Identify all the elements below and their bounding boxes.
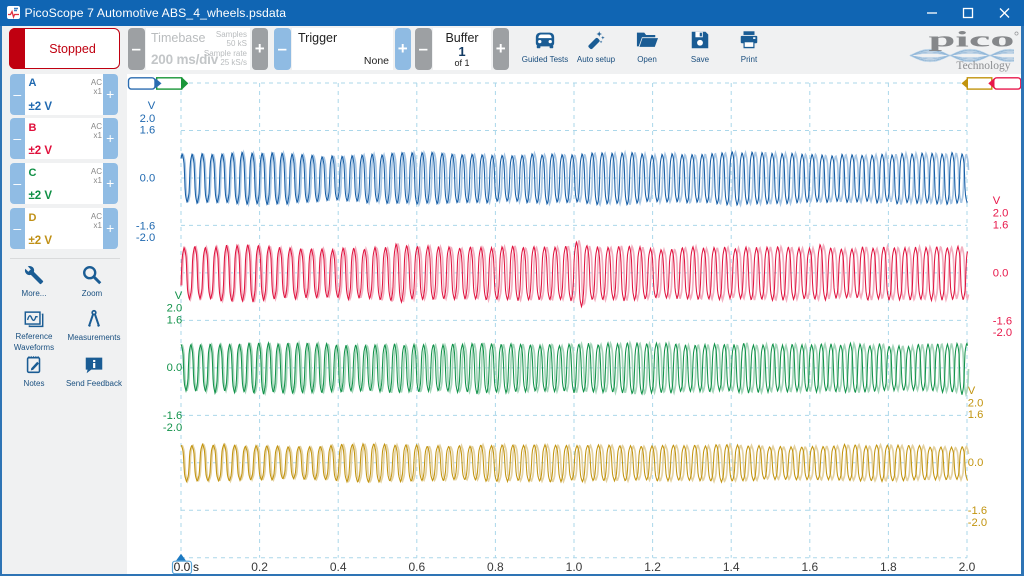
svg-text:Technology: Technology	[956, 60, 1010, 72]
svg-text:2.0: 2.0	[167, 302, 183, 314]
svg-text:1.6: 1.6	[167, 314, 183, 326]
svg-text:2.0: 2.0	[968, 397, 984, 409]
svg-text:0.8: 0.8	[487, 560, 504, 574]
svg-text:1.6: 1.6	[968, 409, 984, 421]
svg-text:-2.0: -2.0	[968, 516, 987, 528]
svg-text:0.6: 0.6	[408, 560, 425, 574]
svg-text:V: V	[968, 384, 976, 396]
svg-text:0.0: 0.0	[968, 457, 984, 469]
svg-text:0.0: 0.0	[174, 560, 191, 574]
svg-text:1.2: 1.2	[644, 560, 661, 574]
svg-text:0.0: 0.0	[993, 267, 1009, 279]
svg-text:1.6: 1.6	[993, 219, 1009, 231]
svg-text:-1.6: -1.6	[993, 315, 1012, 327]
svg-text:V: V	[175, 289, 183, 301]
svg-text:-2.0: -2.0	[993, 327, 1012, 339]
svg-text:2.0: 2.0	[993, 207, 1009, 219]
svg-text:-2.0: -2.0	[163, 421, 182, 433]
svg-text:1.4: 1.4	[723, 560, 740, 574]
svg-text:-1.6: -1.6	[163, 410, 182, 422]
svg-text:s: s	[193, 560, 199, 574]
svg-text:0.0: 0.0	[167, 362, 183, 374]
svg-text:0.2: 0.2	[251, 560, 268, 574]
svg-text:0.4: 0.4	[330, 560, 347, 574]
svg-text:1.8: 1.8	[880, 560, 897, 574]
svg-text:V: V	[148, 100, 156, 112]
svg-text:-2.0: -2.0	[136, 232, 155, 244]
svg-text:V: V	[993, 195, 1001, 207]
svg-text:pico: pico	[929, 26, 1015, 51]
svg-text:1.0: 1.0	[566, 560, 583, 574]
svg-text:1.6: 1.6	[140, 124, 156, 136]
svg-text:2.0: 2.0	[140, 112, 156, 124]
svg-text:2.0: 2.0	[959, 560, 976, 574]
svg-text:1.6: 1.6	[801, 560, 818, 574]
svg-text:0.0: 0.0	[140, 172, 156, 184]
svg-text:-1.6: -1.6	[968, 505, 987, 517]
svg-text:-1.6: -1.6	[136, 220, 155, 232]
